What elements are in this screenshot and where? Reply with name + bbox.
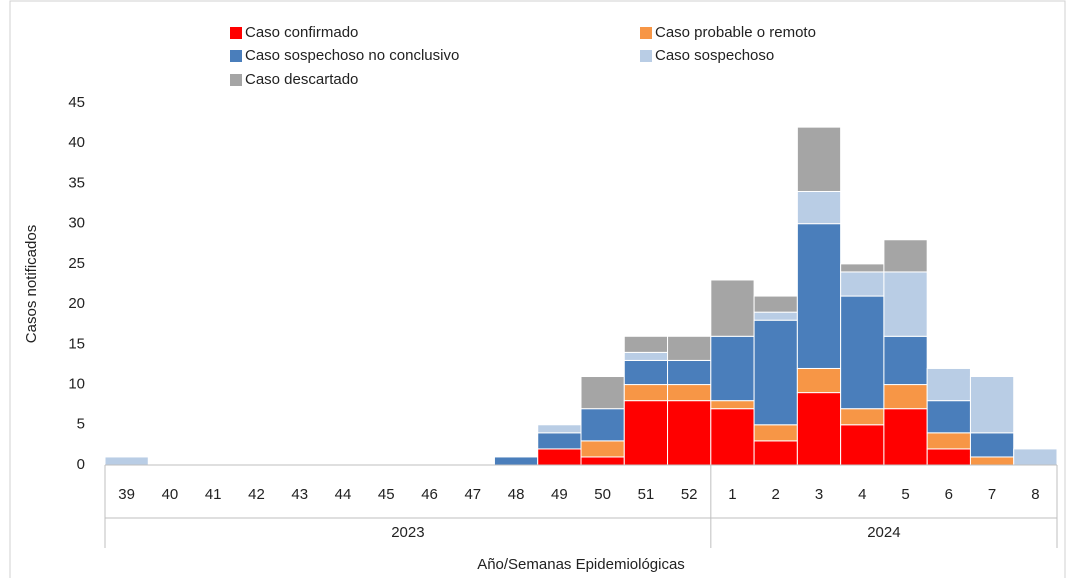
x-tick-label: 46: [421, 486, 438, 503]
bar-segment: [710, 335, 755, 402]
x-tick-label: 47: [464, 486, 481, 503]
x-tick-label: 4: [858, 486, 866, 503]
bar-segment: [623, 359, 669, 386]
x-tick-label: 1: [728, 486, 736, 503]
bar-segment: [840, 295, 885, 410]
bar-segment: [796, 367, 842, 394]
bar-segment: [753, 440, 798, 466]
x-tick-label: 42: [248, 486, 265, 503]
legend-swatch: [640, 27, 652, 39]
bar-segment: [104, 456, 149, 466]
bar-segment: [710, 408, 755, 466]
x-group-label: 2024: [867, 524, 900, 541]
y-tick-label: 10: [68, 376, 85, 393]
bar-segment: [883, 335, 928, 386]
bar-segment: [840, 408, 885, 426]
y-axis-title: Casos notificados: [23, 225, 40, 343]
x-tick-label: 7: [988, 486, 996, 503]
bar-segment: [883, 408, 928, 466]
bar-segment: [710, 279, 755, 337]
bar-segment: [753, 295, 798, 313]
bar-segment: [623, 351, 669, 361]
x-tick-label: 41: [205, 486, 222, 503]
bar-segment: [926, 448, 971, 466]
x-tick-label: 51: [638, 486, 655, 503]
x-tick-label: 44: [335, 486, 352, 503]
bar-segment: [883, 271, 928, 337]
bar-segment: [926, 400, 971, 434]
bar-segment: [969, 456, 1015, 466]
bar-segment: [753, 319, 798, 426]
bar-segment: [667, 400, 712, 466]
y-tick-label: 35: [68, 174, 85, 191]
x-tick-label: 39: [118, 486, 135, 503]
bar-segment: [667, 359, 712, 386]
legend-label: Caso probable o remoto: [655, 24, 816, 41]
bar-segment: [796, 126, 842, 192]
bar-segment: [840, 424, 885, 466]
y-tick-label: 40: [68, 134, 85, 151]
bar-segment: [580, 456, 625, 466]
bar-segment: [796, 392, 842, 466]
bar-segment: [623, 384, 669, 402]
y-tick-label: 45: [68, 94, 85, 111]
y-tick-label: 25: [68, 255, 85, 272]
legend-label: Caso confirmado: [245, 24, 358, 41]
x-tick-label: 6: [945, 486, 953, 503]
x-tick-label: 8: [1031, 486, 1039, 503]
y-tick-label: 0: [77, 456, 85, 473]
bar-segment: [969, 376, 1015, 434]
bar-segment: [580, 408, 625, 442]
bar-segment: [840, 271, 885, 297]
legend-swatch: [230, 50, 242, 62]
bar-segment: [926, 432, 971, 450]
y-tick-label: 30: [68, 215, 85, 232]
x-tick-label: 40: [162, 486, 179, 503]
bar-segment: [926, 367, 971, 402]
bar-segment: [753, 424, 798, 442]
y-tick-label: 15: [68, 335, 85, 352]
bar-segment: [493, 456, 539, 466]
bar-segment: [883, 384, 928, 410]
y-tick-label: 20: [68, 295, 85, 312]
x-tick-label: 45: [378, 486, 395, 503]
bar-segment: [883, 239, 928, 273]
bar-segment: [710, 400, 755, 410]
x-tick-label: 52: [681, 486, 698, 503]
legend-swatch: [230, 27, 242, 39]
x-tick-label: 49: [551, 486, 568, 503]
chart-border: [9, 0, 1066, 583]
bar-segment: [667, 384, 712, 402]
bar-segment: [667, 335, 712, 361]
bar-segment: [537, 448, 582, 466]
x-axis-title: Año/Semanas Epidemiológicas: [477, 556, 685, 573]
bar-segment: [580, 440, 625, 458]
x-group-label: 2023: [391, 524, 424, 541]
bar-segment: [840, 263, 885, 273]
bar-segment: [580, 376, 625, 410]
bar-segment: [969, 432, 1015, 458]
x-tick-label: 3: [815, 486, 823, 503]
bar-segment: [796, 223, 842, 369]
x-tick-label: 2: [772, 486, 780, 503]
legend-label: Caso descartado: [245, 71, 358, 88]
x-tick-label: 50: [594, 486, 611, 503]
bar-segment: [753, 311, 798, 321]
y-tick-label: 5: [77, 416, 85, 433]
bar-segment: [537, 424, 582, 434]
bar-segment: [537, 432, 582, 450]
legend-swatch: [640, 50, 652, 62]
bar-segment: [1013, 448, 1058, 466]
x-tick-label: 48: [508, 486, 525, 503]
legend-swatch: [230, 74, 242, 86]
legend-label: Caso sospechoso: [655, 47, 774, 64]
bar-segment: [623, 335, 669, 353]
x-tick-label: 43: [291, 486, 308, 503]
legend-label: Caso sospechoso no conclusivo: [245, 47, 459, 64]
x-tick-label: 5: [901, 486, 909, 503]
bar-segment: [623, 400, 669, 466]
bar-segment: [796, 190, 842, 225]
